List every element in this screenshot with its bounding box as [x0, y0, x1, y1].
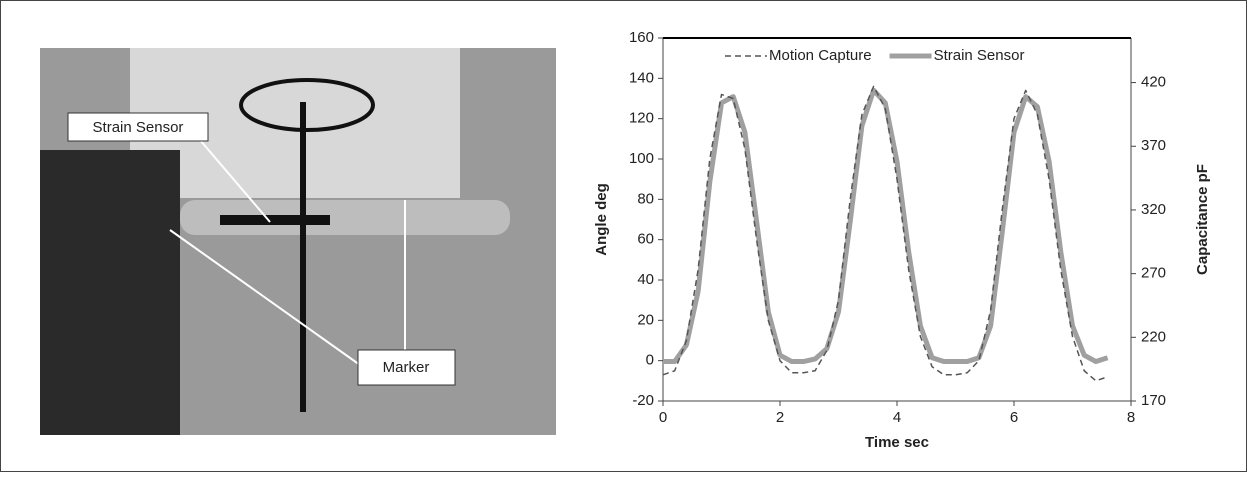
chart: -200204060801001201401601702202703203704… [593, 29, 1211, 451]
y-tick-label: 40 [637, 271, 654, 288]
x-tick-label: 6 [1010, 409, 1018, 426]
photo-sensor [220, 215, 330, 225]
label-box [67, 112, 209, 142]
y2-tick-label: 270 [1141, 265, 1166, 282]
photo-arm [180, 200, 510, 235]
y2-tick-label: 320 [1141, 201, 1166, 218]
y-tick-label: 100 [629, 150, 654, 167]
y-tick-label: 0 [646, 352, 654, 369]
y2-tick-label: 220 [1141, 328, 1166, 345]
y-axis-label: Angle deg [593, 183, 610, 256]
pointer [199, 139, 271, 223]
y2-tick-label: 170 [1141, 392, 1166, 409]
y2-axis-label: Capacitance pF [1194, 164, 1211, 275]
series-line [662, 85, 1108, 382]
pointer [169, 229, 361, 366]
y-tick-label: 80 [637, 190, 654, 207]
series-line [663, 87, 1109, 365]
y-tick-label: 20 [637, 311, 654, 328]
x-axis-label: Time sec [865, 434, 929, 451]
y2-tick-label: 420 [1141, 74, 1166, 91]
label-box [357, 349, 456, 386]
legend-label: Strain Sensor [934, 47, 1025, 64]
y-tick-label: -20 [632, 392, 654, 409]
photo-body [40, 150, 180, 435]
photo-label: Marker [383, 359, 430, 376]
photo-label: Strain Sensor [93, 119, 184, 136]
photo-axis [300, 102, 306, 412]
photo-rotation [239, 78, 375, 132]
y2-tick-label: 370 [1141, 137, 1166, 154]
y-tick-label: 120 [629, 110, 654, 127]
x-tick-label: 2 [776, 409, 784, 426]
y-tick-label: 140 [629, 69, 654, 86]
legend-label: Motion Capture [769, 47, 872, 64]
y-tick-label: 160 [629, 29, 654, 46]
y-tick-label: 60 [637, 231, 654, 248]
photo: Strain Sensor Marker [40, 48, 556, 435]
x-tick-label: 0 [659, 409, 667, 426]
x-tick-label: 8 [1127, 409, 1135, 426]
x-tick-label: 4 [893, 409, 901, 426]
